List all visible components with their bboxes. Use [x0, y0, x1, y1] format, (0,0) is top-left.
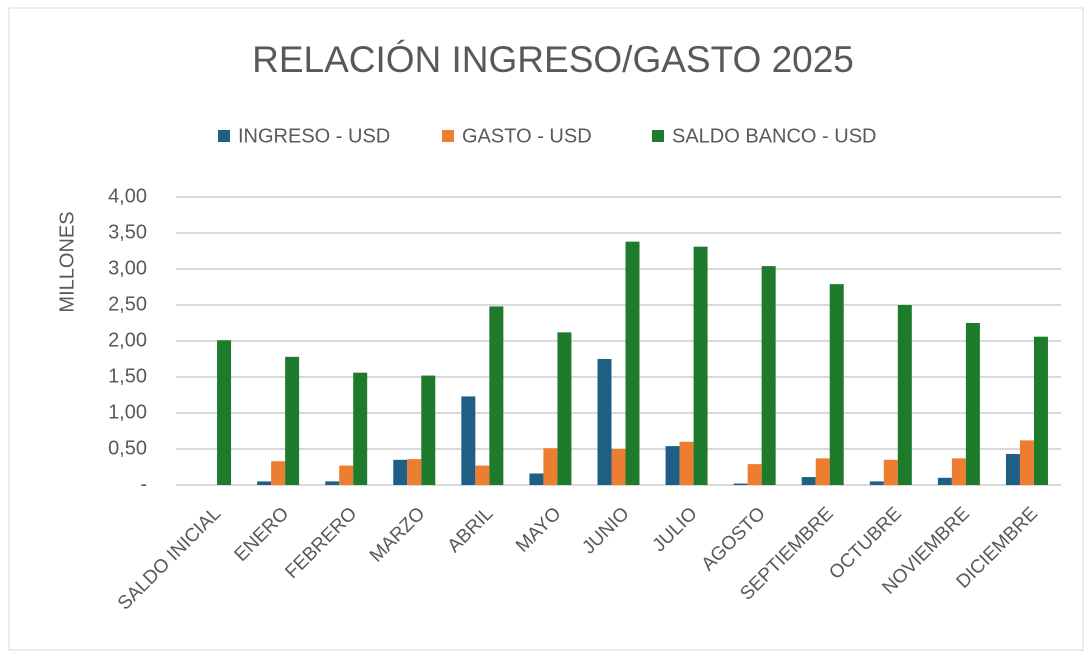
bar: [489, 306, 504, 485]
bar: [883, 459, 898, 485]
bar: [829, 284, 844, 485]
bar: [543, 448, 558, 485]
bar: [353, 372, 368, 485]
bar: [965, 323, 980, 485]
bar: [529, 473, 544, 485]
bar: [325, 481, 340, 485]
bar: [679, 441, 694, 485]
y-tick-label: 1,00: [108, 401, 147, 423]
bar: [339, 465, 354, 485]
bar: [747, 464, 762, 485]
y-tick-label: 2,00: [108, 329, 147, 351]
bar: [625, 241, 640, 485]
bar: [733, 483, 748, 485]
y-tick-label: 0,50: [108, 437, 147, 459]
bar: [257, 481, 272, 485]
bar: [1019, 440, 1034, 485]
bar: [461, 396, 476, 485]
bar: [1005, 454, 1020, 485]
legend-label: SALDO BANCO - USD: [672, 125, 876, 147]
y-tick-label: 1,50: [108, 365, 147, 387]
bar: [801, 477, 816, 485]
bar: [1033, 336, 1048, 485]
bar: [285, 356, 300, 485]
bar: [611, 449, 626, 485]
bar: [869, 481, 884, 485]
legend-label: INGRESO - USD: [238, 125, 390, 147]
bar: [217, 340, 232, 485]
legend-label: GASTO - USD: [462, 125, 592, 147]
bar: [693, 246, 708, 485]
legend-swatch: [652, 130, 664, 142]
y-tick-label: 3,00: [108, 257, 147, 279]
bar: [937, 477, 952, 485]
bar: [407, 459, 422, 485]
y-tick-label: 2,50: [108, 293, 147, 315]
y-tick-label: 3,50: [108, 221, 147, 243]
chart-title: RELACIÓN INGRESO/GASTO 2025: [252, 39, 854, 80]
y-tick-label: 4,00: [108, 185, 147, 207]
bar: [897, 305, 912, 485]
bar: [271, 461, 286, 485]
bar: [761, 266, 776, 485]
legend-swatch: [442, 130, 454, 142]
bar: [597, 359, 612, 485]
y-tick-label: -: [140, 473, 147, 495]
bar: [475, 465, 490, 485]
bar: [951, 458, 966, 485]
bar: [557, 332, 572, 485]
y-axis-title: MILLONES: [56, 211, 78, 312]
legend-swatch: [218, 130, 230, 142]
bar: [815, 458, 830, 485]
bar: [665, 446, 680, 485]
bar: [393, 459, 408, 485]
bar: [421, 375, 436, 485]
